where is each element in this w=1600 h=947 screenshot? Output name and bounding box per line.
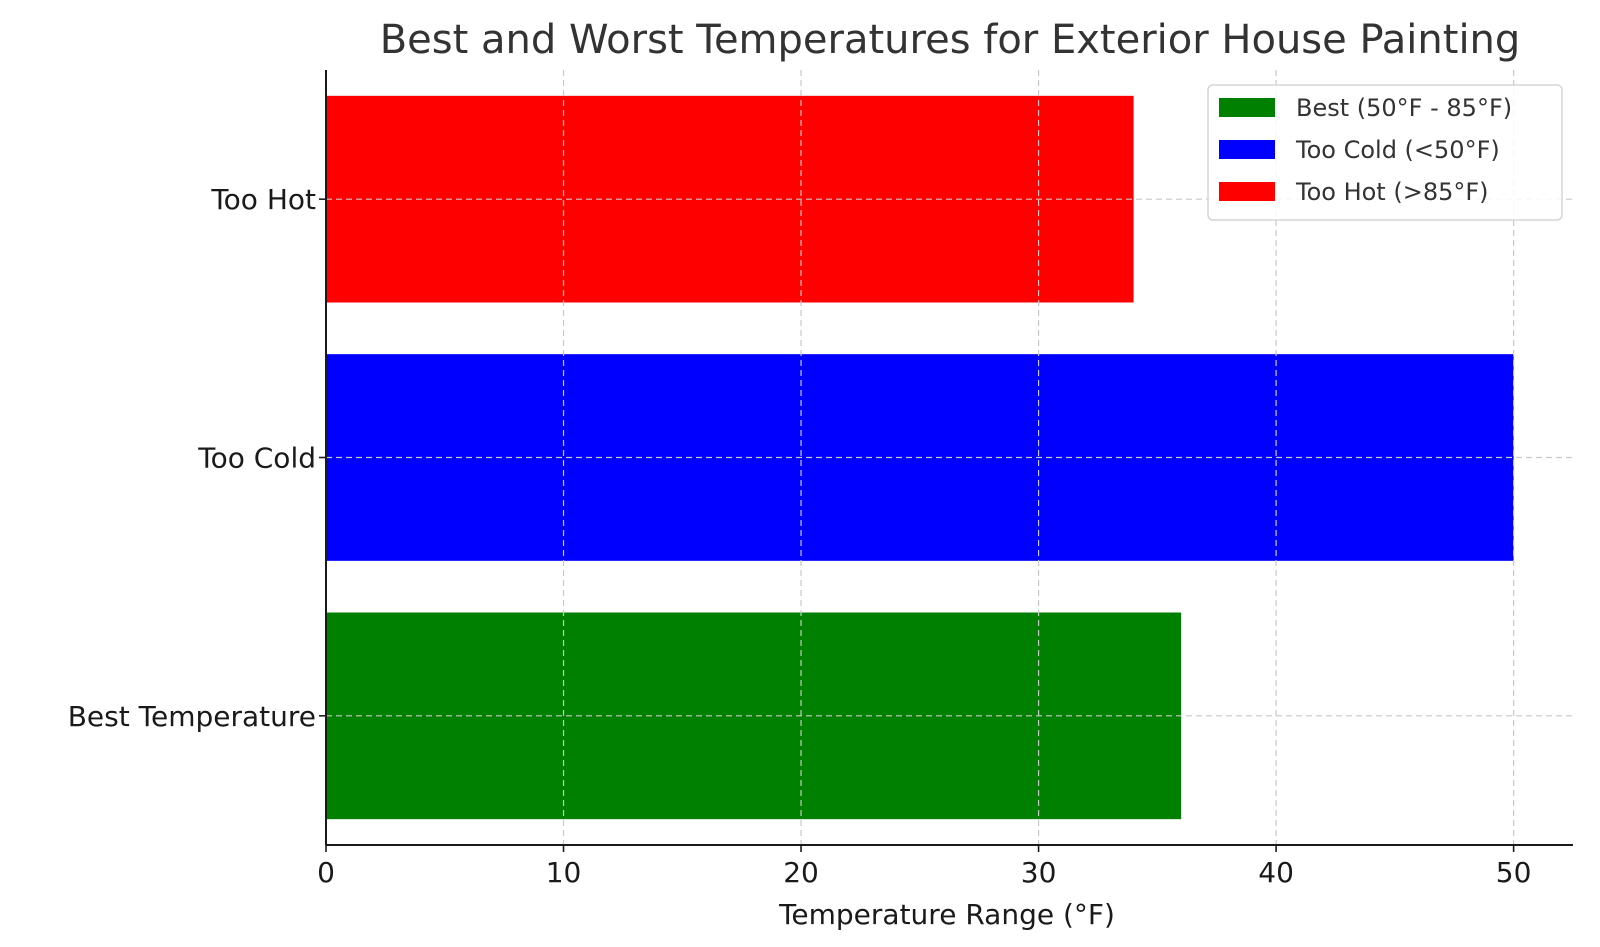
legend-swatch <box>1219 182 1275 201</box>
legend-entry-label: Best (50°F - 85°F) <box>1296 94 1512 122</box>
legend-swatch <box>1219 140 1275 159</box>
legend-frame <box>1207 84 1563 221</box>
y-tick-label: Too Hot <box>210 183 316 216</box>
x-tick-label: 20 <box>783 856 819 889</box>
chart-title: Best and Worst Temperatures for Exterior… <box>380 17 1521 63</box>
legend-entry-label: Too Hot (>85°F) <box>1295 178 1489 206</box>
x-tick-label: 30 <box>1021 856 1057 889</box>
x-tick-label: 50 <box>1496 856 1532 889</box>
x-tick-label: 40 <box>1258 856 1294 889</box>
legend-entry-label: Too Cold (<50°F) <box>1295 136 1500 164</box>
legend: Best (50°F - 85°F) Too Cold (<50°F) Too Ho… <box>1207 84 1563 221</box>
bar-best-temperature <box>326 612 1182 820</box>
tick-labels: 0 10 20 30 40 50 Best Temperature Too Cold Too H… <box>68 183 1532 889</box>
legend-swatch <box>1219 98 1275 117</box>
x-tick-label: 10 <box>546 856 582 889</box>
x-axis-label: Temperature Range (°F) <box>778 898 1115 931</box>
y-tick-label: Best Temperature <box>68 700 316 733</box>
x-tick-label: 0 <box>317 856 335 889</box>
y-tick-label: Too Cold <box>197 442 316 475</box>
